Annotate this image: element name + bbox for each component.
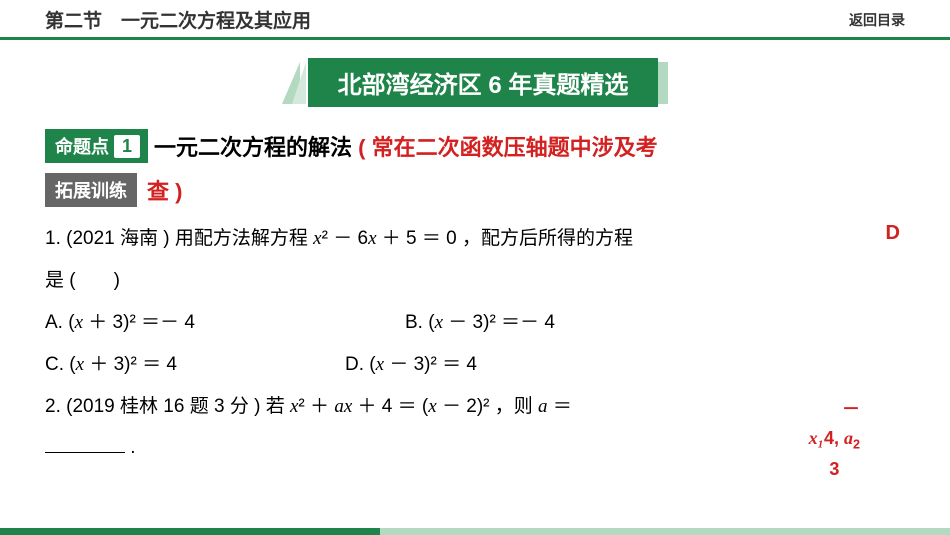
q2-mid3: － 2)² — [437, 396, 490, 417]
opt-c-pre: C. ( — [45, 354, 76, 375]
option-row-cd: C. (x ＋ 3)² ＝ 4 D. (x － 3)² ＝ 4 — [45, 345, 905, 385]
topic-tag: 命题点 1 — [45, 129, 148, 163]
ans-mid: x₁4, a2 — [809, 424, 860, 455]
q1-prefix: 1. (2021 海南 ) 用配方法解方程 — [45, 228, 313, 249]
opt-a-pre: A. ( — [45, 312, 75, 333]
q2-prefix: 2. (2019 桂林 16 题 3 分 ) 若 — [45, 396, 290, 417]
q1-x: x — [313, 228, 321, 249]
option-a: A. (x ＋ 3)² ＝－ 4 — [45, 303, 405, 343]
bottom-decoration — [0, 528, 950, 535]
q2-a2: a — [538, 396, 548, 417]
expand-row: 拓展训练 查 ) — [0, 169, 950, 211]
ans-4: 4 — [824, 428, 834, 448]
section-heading: 第二节 一元二次方程及其应用 — [45, 6, 849, 33]
ans-sub2: 2 — [853, 437, 860, 451]
ans-bot: 3 — [809, 455, 860, 484]
opt-d-mid: － 3)² ＝ 4 — [384, 354, 477, 375]
topic-row: 命题点 1 一元二次方程的解法 ( 常在二次函数压轴题中涉及考 — [45, 129, 950, 163]
title-banner: 北部湾经济区 6 年真题精选 — [0, 58, 950, 107]
opt-b-mid: － 3)² ＝－ 4 — [443, 312, 555, 333]
opt-d-x: x — [376, 354, 384, 375]
opt-b-x: x — [435, 312, 443, 333]
opt-b-pre: B. ( — [405, 312, 435, 333]
topic-tag-label: 命题点 — [55, 133, 109, 159]
title-text: 北部湾经济区 6 年真题精选 — [308, 58, 659, 107]
answer-d: D — [886, 222, 900, 245]
question-1-line-2: 是 ( ) — [45, 261, 905, 301]
ans-top: － — [809, 395, 860, 424]
title-container: 北部湾经济区 6 年真题精选 — [282, 58, 669, 107]
q1-p5: ＋ 5 ＝ 0 — [377, 228, 457, 249]
question-1-line-1: 1. (2021 海南 ) 用配方法解方程 x² － 6x ＋ 5 ＝ 0 ，配… — [45, 219, 905, 259]
topic-tag-number: 1 — [114, 135, 140, 158]
q1-x2: x — [368, 228, 376, 249]
opt-d-pre: D. ( — [345, 354, 376, 375]
ans-comma: , — [834, 428, 844, 448]
option-d: D. (x － 3)² ＝ 4 — [345, 345, 477, 385]
q2-a: a — [334, 396, 344, 417]
q2-mid2: ＋ 4 ＝ ( — [352, 396, 428, 417]
opt-a-mid: ＋ 3)² ＝－ 4 — [83, 312, 195, 333]
q2-period: . — [125, 437, 136, 458]
section-title-red-2: 查 ) — [147, 174, 182, 206]
q2-mid1: ² ＋ — [298, 396, 334, 417]
section-title-red-1: ( 常在二次函数压轴题中涉及考 — [352, 135, 658, 160]
ans-x1: x₁ — [809, 428, 824, 448]
option-c: C. (x ＋ 3)² ＝ 4 — [45, 345, 345, 385]
answer-multi: － x₁4, a2 3 — [809, 395, 860, 483]
question-2-line-2: . — [45, 428, 905, 468]
option-b: B. (x － 3)² ＝－ 4 — [405, 303, 555, 343]
section-title-black: 一元二次方程的解法 — [154, 135, 352, 160]
question-2-line-1: 2. (2019 桂林 16 题 3 分 ) 若 x² ＋ ax ＋ 4 ＝ (… — [45, 387, 905, 427]
back-to-toc[interactable]: 返回目录 — [849, 10, 905, 30]
q2-x3: x — [428, 396, 436, 417]
opt-a-x: x — [75, 312, 83, 333]
header-bar: 第二节 一元二次方程及其应用 返回目录 — [0, 0, 950, 40]
q1-suffix: ，配方后所得的方程 — [457, 228, 633, 249]
q2-suffix: ，则 — [489, 396, 538, 417]
ans-x2-a: a — [844, 428, 853, 448]
title-decoration-2 — [292, 62, 306, 104]
blank-line — [45, 452, 125, 453]
section-title: 一元二次方程的解法 ( 常在二次函数压轴题中涉及考 — [154, 130, 658, 162]
q2-eq: ＝ — [548, 396, 572, 417]
expand-tag: 拓展训练 — [45, 173, 137, 207]
q2-x2: x — [344, 396, 352, 417]
opt-c-x: x — [76, 354, 84, 375]
q1-m6x: － 6 — [328, 228, 368, 249]
option-row-ab: A. (x ＋ 3)² ＝－ 4 B. (x － 3)² ＝－ 4 — [45, 303, 905, 343]
title-decoration-end — [658, 62, 668, 104]
content-area: 1. (2021 海南 ) 用配方法解方程 x² － 6x ＋ 5 ＝ 0 ，配… — [45, 219, 905, 468]
opt-c-mid: ＋ 3)² ＝ 4 — [84, 354, 177, 375]
